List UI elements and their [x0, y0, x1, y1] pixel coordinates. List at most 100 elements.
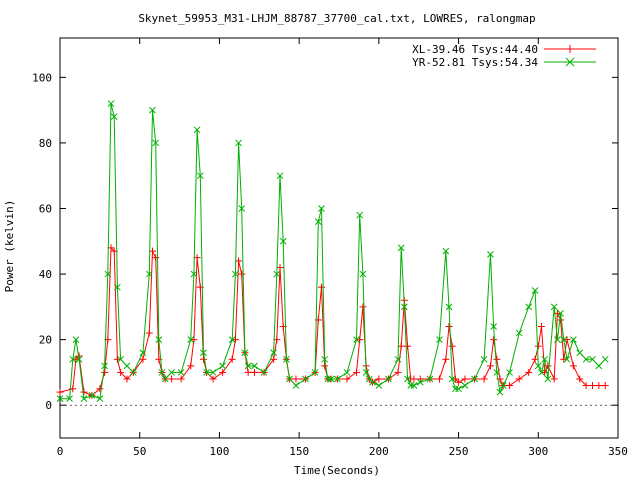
data-point: [353, 336, 360, 343]
data-point: [168, 369, 175, 376]
data-point: [200, 349, 207, 357]
series-layer: [56, 100, 609, 403]
data-point: [270, 355, 278, 363]
data-point: [244, 368, 252, 376]
data-point: [101, 368, 109, 376]
x-tick-label: 150: [289, 445, 309, 458]
legend-marker-yr: [565, 57, 575, 67]
data-point: [560, 336, 568, 343]
x-tick-label: 350: [608, 445, 628, 458]
data-point: [251, 368, 259, 376]
legend-entry-yr: YR-52.81 Tsys:54.34: [412, 56, 596, 69]
data-point: [410, 382, 418, 389]
y-tick-label: 20: [39, 334, 52, 347]
data-point: [155, 336, 163, 343]
data-point: [152, 139, 160, 147]
data-point: [537, 323, 545, 331]
data-point: [117, 368, 125, 376]
data-point: [113, 355, 121, 363]
data-point: [203, 369, 211, 376]
legend-marker-xl: [566, 45, 574, 53]
data-point: [550, 303, 558, 311]
data-point: [576, 375, 584, 383]
data-point: [270, 349, 277, 357]
data-point: [321, 362, 329, 370]
y-tick-label: 40: [39, 268, 52, 281]
data-point: [56, 388, 64, 396]
data-point: [563, 355, 571, 363]
data-point: [187, 362, 195, 370]
data-point: [139, 355, 147, 363]
data-point: [80, 395, 88, 403]
data-point: [410, 375, 418, 383]
data-point: [241, 349, 249, 357]
data-point: [317, 283, 325, 291]
y-tick-label: 80: [39, 137, 52, 150]
data-point: [343, 375, 351, 383]
data-point: [455, 378, 463, 386]
legend-label-xl: XL-39.46 Tsys:44.40: [412, 43, 538, 56]
data-point: [56, 395, 64, 403]
data-point: [196, 172, 204, 180]
data-point: [397, 244, 405, 252]
data-point: [190, 336, 198, 344]
data-point: [359, 270, 367, 278]
y-tick-label: 60: [39, 202, 52, 215]
data-point: [426, 375, 434, 383]
data-point: [145, 270, 153, 278]
data-point: [534, 362, 542, 370]
data-point: [525, 368, 533, 376]
data-point: [442, 247, 450, 255]
data-point: [235, 139, 242, 147]
data-point: [314, 218, 322, 225]
data-point: [499, 382, 507, 389]
data-point: [251, 362, 258, 370]
data-point: [177, 369, 185, 376]
y-axis-label: Power (kelvin): [3, 200, 16, 293]
data-point: [493, 355, 501, 363]
data-point: [129, 369, 137, 376]
data-point: [375, 375, 383, 383]
data-point: [123, 375, 131, 383]
x-tick-label: 250: [449, 445, 469, 458]
data-point: [582, 355, 590, 363]
data-point: [311, 369, 319, 376]
data-point: [369, 378, 376, 386]
data-point: [595, 382, 603, 390]
data-point: [394, 355, 402, 363]
data-point: [576, 349, 584, 357]
data-point: [356, 211, 364, 219]
data-point: [260, 369, 268, 376]
data-point: [588, 382, 596, 390]
data-point: [601, 355, 609, 363]
data-point: [480, 355, 488, 363]
data-point: [448, 375, 456, 383]
data-point: [582, 382, 590, 390]
data-point: [589, 355, 596, 363]
data-point: [375, 382, 383, 389]
data-point: [107, 100, 115, 107]
data-point: [75, 355, 83, 363]
data-point: [442, 355, 450, 363]
data-point: [595, 362, 603, 370]
data-point: [436, 336, 443, 343]
data-point: [407, 382, 415, 389]
data-point: [276, 264, 284, 272]
data-point: [96, 385, 104, 393]
data-point: [199, 355, 207, 363]
data-point: [193, 126, 201, 134]
data-point: [461, 375, 469, 383]
data-point: [283, 355, 290, 363]
legend: XL-39.46 Tsys:44.40 YR-52.81 Tsys:54.34: [412, 43, 596, 69]
data-point: [279, 237, 287, 245]
data-point: [219, 368, 227, 376]
data-point: [506, 369, 513, 376]
data-point: [385, 375, 392, 383]
data-point: [563, 336, 571, 344]
data-point: [404, 375, 411, 383]
data-point: [114, 283, 121, 291]
data-point: [327, 375, 335, 383]
data-point: [404, 342, 412, 350]
data-point: [276, 172, 284, 180]
